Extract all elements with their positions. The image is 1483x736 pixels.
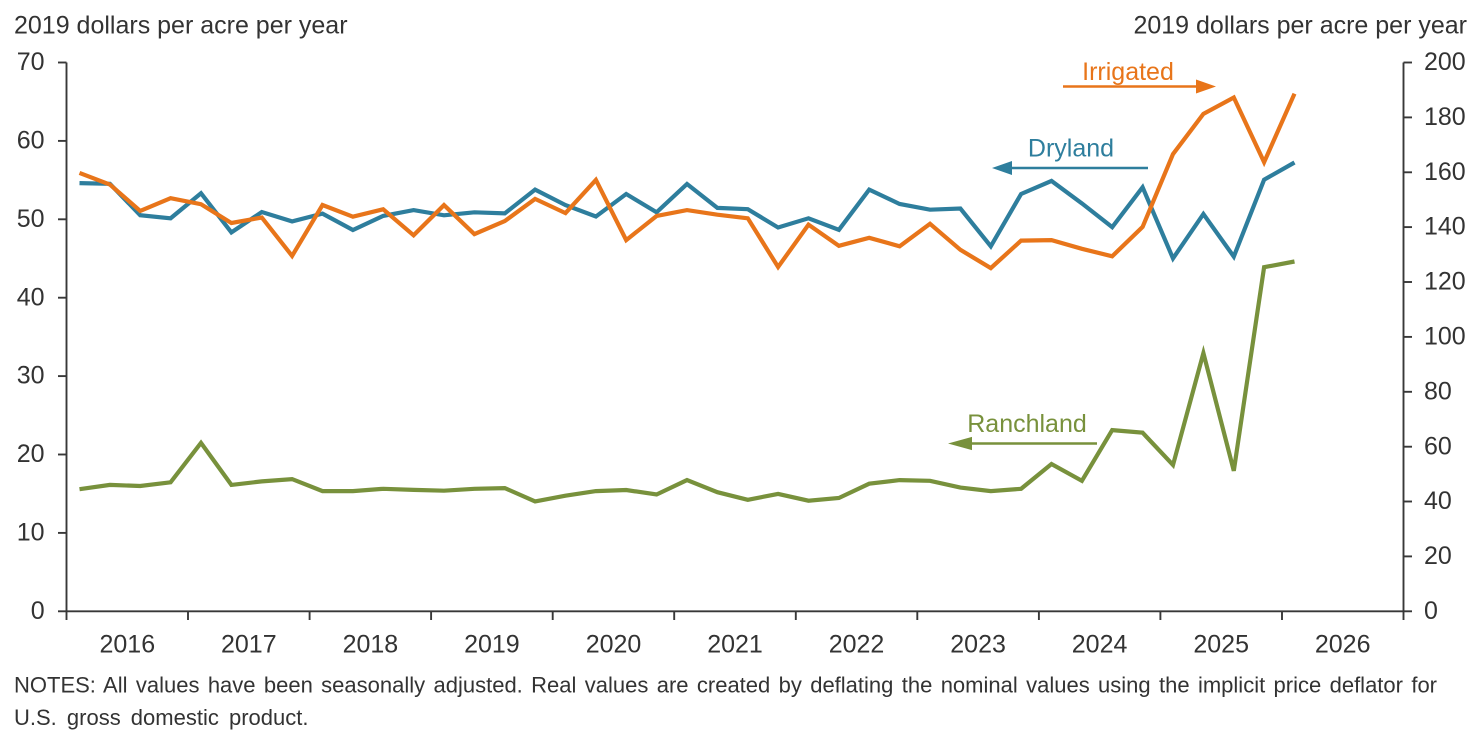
svg-text:2019: 2019 [464, 631, 520, 659]
svg-text:20: 20 [1424, 542, 1452, 570]
svg-text:2016: 2016 [99, 631, 155, 659]
svg-text:Dryland: Dryland [1028, 135, 1114, 163]
svg-text:2022: 2022 [829, 631, 885, 659]
svg-text:40: 40 [17, 283, 45, 311]
svg-text:60: 60 [1424, 432, 1452, 460]
svg-text:Irrigated: Irrigated [1082, 58, 1174, 86]
svg-text:2021: 2021 [707, 631, 763, 659]
svg-text:2019 dollars per acre per year: 2019 dollars per acre per year [14, 12, 348, 40]
svg-text:2024: 2024 [1072, 631, 1128, 659]
svg-text:140: 140 [1424, 213, 1466, 241]
svg-text:Ranchland: Ranchland [967, 410, 1087, 438]
svg-text:0: 0 [31, 597, 45, 625]
svg-text:40: 40 [1424, 487, 1452, 515]
svg-text:2023: 2023 [950, 631, 1006, 659]
svg-text:2019 dollars per acre per year: 2019 dollars per acre per year [1133, 12, 1467, 40]
svg-text:50: 50 [17, 205, 45, 233]
svg-text:70: 70 [17, 48, 45, 76]
svg-text:10: 10 [17, 519, 45, 547]
svg-text:2018: 2018 [343, 631, 399, 659]
svg-text:20: 20 [17, 440, 45, 468]
svg-text:2017: 2017 [221, 631, 277, 659]
svg-text:2020: 2020 [586, 631, 642, 659]
svg-text:120: 120 [1424, 268, 1466, 296]
svg-text:30: 30 [17, 362, 45, 390]
svg-text:160: 160 [1424, 158, 1466, 186]
svg-text:60: 60 [17, 127, 45, 155]
svg-text:180: 180 [1424, 103, 1466, 131]
svg-text:200: 200 [1424, 48, 1466, 76]
svg-text:2025: 2025 [1193, 631, 1249, 659]
svg-text:100: 100 [1424, 323, 1466, 351]
svg-text:80: 80 [1424, 377, 1452, 405]
svg-text:2026: 2026 [1315, 631, 1371, 659]
svg-text:0: 0 [1424, 597, 1438, 625]
svg-text:U.S. gross domestic product.: U.S. gross domestic product. [14, 705, 308, 730]
svg-text:NOTES: All values have been se: NOTES: All values have been seasonally a… [14, 673, 1437, 698]
